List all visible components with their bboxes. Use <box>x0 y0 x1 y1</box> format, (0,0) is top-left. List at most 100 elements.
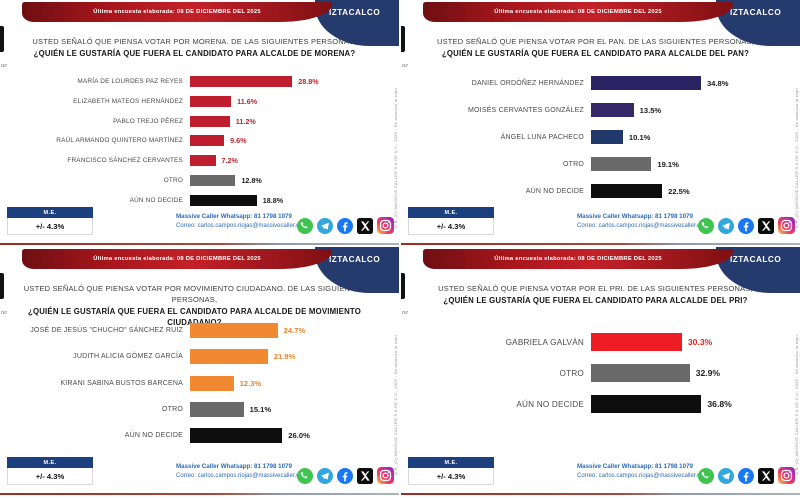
question-line2: ¿QUIÉN LE GUSTARÍA QUE FUERA EL CANDIDAT… <box>28 306 361 327</box>
whatsapp-icon[interactable] <box>297 217 313 234</box>
x-icon[interactable] <box>758 467 774 484</box>
margin-box-value: +/- 4.3% <box>7 218 93 235</box>
whatsapp-icon[interactable] <box>698 217 714 234</box>
facebook-icon[interactable] <box>337 217 353 234</box>
margin-box-value: +/- 4.3% <box>7 468 93 485</box>
candidate-label: JUDITH ALICIA GÓMEZ GARCÍA <box>73 353 183 361</box>
facebook-icon[interactable] <box>738 217 754 234</box>
candidate-label: MOISÉS CERVANTES GONZÁLEZ <box>468 106 584 114</box>
slide-movimiento-ciudadano: IZTACALCO Última encuesta elaborada: 08 … <box>0 247 399 495</box>
question-line1: USTED SEÑALÓ QUE PIENSA VOTAR POR EL PAN… <box>436 37 755 46</box>
chart-row: MARÍA DE LOURDES PAZ REYES 28.8% <box>8 76 383 87</box>
margin-box-value: +/- 4.3% <box>408 218 494 235</box>
date-ribbon-text: Última encuesta elaborada: 08 DE DICIEMB… <box>494 9 662 15</box>
bar-value: 28.8% <box>298 77 319 86</box>
chart-row: OTRO 32.9% <box>409 364 784 382</box>
candidate-label: GABRIELA GALVÁN <box>505 337 584 347</box>
facebook-icon[interactable] <box>337 467 353 484</box>
question-line2: ¿QUIÉN LE GUSTARÍA QUE FUERA EL CANDIDAT… <box>441 48 750 58</box>
bar-value: 13.5% <box>639 105 662 115</box>
bar <box>190 375 234 391</box>
bar-value: 18.8% <box>262 195 284 205</box>
instagram-icon[interactable] <box>778 217 795 234</box>
logo-fragment-text: ne <box>402 309 409 316</box>
bar-chart-pan: DANIEL ORDÓÑEZ HERNÁNDEZ 34.8% MOISÉS CER… <box>409 76 784 198</box>
chart-row: ÁNGEL LUNA PACHECO 10.1% <box>409 130 784 144</box>
chart-row: ELIZABETH MATEOS HERNÁNDEZ 11.6% <box>8 95 383 107</box>
chart-row: AÚN NO DECIDE 26.0% <box>8 428 383 443</box>
candidate-label: AÚN NO DECIDE <box>525 187 584 195</box>
whatsapp-icon[interactable] <box>698 467 714 484</box>
margin-of-error-box: M.E. +/- 4.3% <box>7 207 93 235</box>
contact-email[interactable]: Correo: carlos.campos.riojas@massivecall… <box>577 473 709 480</box>
bar <box>190 115 230 127</box>
logo-fragment-text: ne <box>1 62 8 69</box>
question-title: USTED SEÑALÓ QUE PIENSA VOTAR POR EL PAN… <box>413 37 778 59</box>
contact-whatsapp: Massive Caller Whatsapp: 81 1798 1079 <box>176 463 292 471</box>
bar-value: 19.1% <box>657 159 679 169</box>
chart-row: AÚN NO DECIDE 36.8% <box>409 395 784 413</box>
region-label: IZTACALCO <box>329 8 381 17</box>
bar <box>591 103 634 117</box>
question-line2: ¿QUIÉN LE GUSTARÍA QUE FUERA EL CANDIDAT… <box>33 48 356 58</box>
candidate-label: MARÍA DE LOURDES PAZ REYES <box>77 78 183 85</box>
contact-info: Massive Caller Whatsapp: 81 1798 1079 Co… <box>577 212 708 232</box>
contact-email[interactable]: Correo: carlos.campos.riojas@massivecall… <box>176 473 308 480</box>
question-line2: ¿QUIÉN LE GUSTARÍA QUE FUERA EL CANDIDAT… <box>443 295 748 305</box>
bar-value: 11.2% <box>235 116 256 126</box>
chart-row: JUDITH ALICIA GÓMEZ GARCÍA 21.9% <box>8 349 383 365</box>
chart-row: AÚN NO DECIDE 18.8% <box>8 194 383 206</box>
facebook-icon[interactable] <box>738 467 754 484</box>
margin-box-header: M.E. <box>408 207 494 218</box>
candidate-label: OTRO <box>562 160 584 168</box>
margin-box-header: M.E. <box>408 457 494 468</box>
chart-row: FRANCISCO SÁNCHEZ CERVANTES 7.2% <box>8 155 383 167</box>
date-ribbon-text: Última encuesta elaborada: 08 DE DICIEMB… <box>93 256 261 262</box>
logo-fragment-bar <box>401 273 405 299</box>
candidate-label: AÚN NO DECIDE <box>124 432 183 439</box>
question-title: USTED SEÑALÓ QUE PIENSA VOTAR POR EL PRI… <box>413 284 778 306</box>
candidate-label: RAÚL ARMANDO QUINTERO MARTÍNEZ <box>56 137 183 145</box>
chart-row: JOSÉ DE JESÚS "CHUCHO" SÁNCHEZ RUIZ 24.7% <box>8 323 383 338</box>
x-icon[interactable] <box>357 467 373 484</box>
bar <box>190 95 232 107</box>
chart-row: OTRO 15.1% <box>8 401 383 417</box>
date-ribbon: Última encuesta elaborada: 08 DE DICIEMB… <box>22 249 332 269</box>
bar <box>591 76 701 90</box>
copyright-sidenote: D.R. (C) MASSIVE CALLER S.A DE C.V., 202… <box>393 335 398 475</box>
date-ribbon: Última encuesta elaborada: 08 DE DICIEMB… <box>22 2 332 22</box>
instagram-icon[interactable] <box>377 467 394 484</box>
contact-email[interactable]: Correo: carlos.campos.riojas@massivecall… <box>176 223 308 230</box>
logo-fragment-text: ne <box>1 309 8 316</box>
bar-value: 32.9% <box>695 368 721 378</box>
question-title: USTED SEÑALÓ QUE PIENSA VOTAR POR MOVIMI… <box>12 284 377 328</box>
candidate-label: ELIZABETH MATEOS HERNÁNDEZ <box>73 97 183 105</box>
bar <box>591 184 663 198</box>
bar <box>591 333 682 351</box>
contact-whatsapp: Massive Caller Whatsapp: 81 1798 1079 <box>176 213 292 221</box>
chart-row: GABRIELA GALVÁN 30.3% <box>409 333 784 351</box>
region-label: IZTACALCO <box>329 255 381 264</box>
candidate-label: OTRO <box>559 368 584 378</box>
copyright-sidenote: D.R. (C) MASSIVE CALLER S.A DE C.V., 202… <box>393 88 398 228</box>
x-icon[interactable] <box>357 217 373 234</box>
bar <box>591 130 623 144</box>
contact-email[interactable]: Correo: carlos.campos.riojas@massivecall… <box>577 223 709 230</box>
telegram-icon[interactable] <box>317 217 333 234</box>
margin-box-value: +/- 4.3% <box>408 468 494 485</box>
bar <box>190 428 283 443</box>
bar <box>190 323 278 338</box>
bar-value: 10.1% <box>628 132 651 142</box>
telegram-icon[interactable] <box>718 467 734 484</box>
chart-row: PABLO TREJO PÉREZ 11.2% <box>8 115 383 127</box>
telegram-icon[interactable] <box>718 217 734 234</box>
instagram-icon[interactable] <box>377 217 394 234</box>
x-icon[interactable] <box>758 217 774 234</box>
whatsapp-icon[interactable] <box>297 467 313 484</box>
bar <box>190 194 257 206</box>
instagram-icon[interactable] <box>778 467 795 484</box>
candidate-label: ÁNGEL LUNA PACHECO <box>500 133 584 141</box>
telegram-icon[interactable] <box>317 467 333 484</box>
slide-pan: IZTACALCO Última encuesta elaborada: 08 … <box>401 0 800 245</box>
